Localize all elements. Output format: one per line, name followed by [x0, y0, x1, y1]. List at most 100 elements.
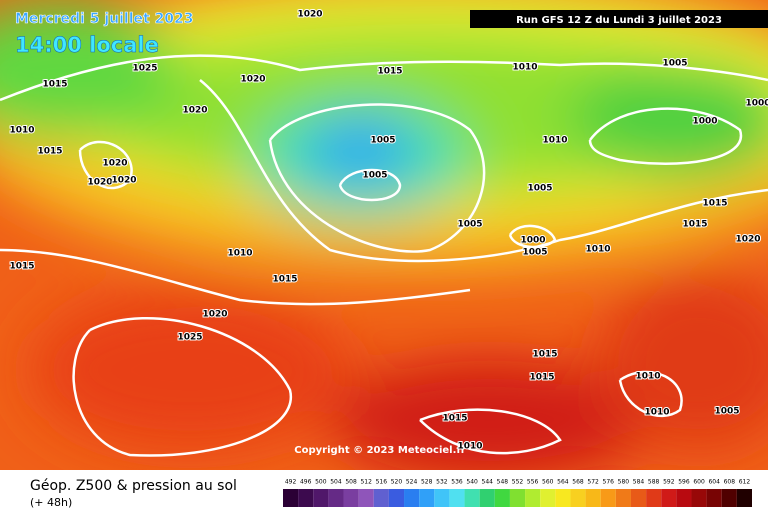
scale-label: 492 [285, 479, 297, 486]
scale-swatch [661, 489, 677, 507]
scale-label: 552 [512, 479, 524, 486]
scale-swatch [388, 489, 405, 507]
isobar-label: 1015 [702, 199, 727, 209]
isobar-label: 1010 [227, 249, 252, 259]
scale-label: 548 [497, 479, 509, 486]
scale-swatch [404, 489, 420, 507]
scale-swatch [570, 489, 586, 507]
scale-label: 596 [678, 479, 690, 486]
isobar-label: 1020 [111, 176, 136, 186]
scale-swatch [328, 489, 344, 507]
scale-swatch [585, 489, 601, 507]
isobar-label: 1010 [585, 245, 610, 255]
map-field: Run GFS 12 Z du Lundi 3 juillet 2023 Mer… [0, 0, 768, 470]
scale-label: 608 [724, 479, 736, 486]
isobar-label: 1000 [520, 236, 545, 246]
isobar-label: 1020 [735, 235, 760, 245]
scale-swatch [298, 489, 314, 507]
scale-label: 520 [391, 479, 403, 486]
scale-label: 604 [708, 479, 720, 486]
run-info: Run GFS 12 Z du Lundi 3 juillet 2023 [516, 15, 722, 26]
scale-label: 612 [739, 479, 751, 486]
scale-label: 496 [300, 479, 312, 486]
scale-label: 532 [436, 479, 448, 486]
isobar-label: 1010 [635, 372, 660, 382]
scale-label: 576 [603, 479, 615, 486]
scale-label: 544 [482, 479, 494, 486]
scale-swatch [706, 489, 722, 507]
run-box [470, 10, 768, 28]
isobar-label: 1025 [177, 333, 202, 343]
scale-swatch [464, 489, 480, 507]
scale-swatch [343, 489, 359, 507]
isobar-label: 1010 [644, 408, 669, 418]
scale-label: 572 [587, 479, 599, 486]
scale-label: 556 [527, 479, 539, 486]
scale-label: 584 [633, 479, 645, 486]
isobar-label: 1005 [527, 184, 552, 194]
isobar-label: 1020 [87, 178, 112, 188]
scale-swatch [691, 489, 707, 507]
scale-swatch [646, 489, 662, 507]
scale-swatch [630, 489, 647, 507]
isobar-label: 1005 [662, 59, 687, 69]
isobar-label: 1005 [362, 171, 387, 181]
scale-label: 524 [406, 479, 418, 486]
scale-swatch [494, 489, 510, 507]
isobar-label: 1010 [457, 442, 482, 452]
isobar-label: 1005 [370, 136, 395, 146]
isobar-label: 1005 [457, 220, 482, 230]
scale-swatch [419, 489, 435, 507]
isobar-label: 1005 [522, 248, 547, 258]
scale-label: 580 [618, 479, 630, 486]
copyright: Copyright © 2023 Meteociel.fr [294, 445, 465, 456]
scale-label: 516 [376, 479, 388, 486]
scale-swatch [358, 489, 374, 507]
scale-label: 560 [542, 479, 554, 486]
isobar-label: 1010 [512, 63, 537, 73]
scale-swatch [373, 489, 389, 507]
scale-label: 500 [315, 479, 327, 486]
isobar-label: 1000 [692, 117, 717, 127]
scale-label: 536 [451, 479, 463, 486]
scale-label: 592 [663, 479, 675, 486]
isobar-label: 1010 [9, 126, 34, 136]
scale-label: 568 [572, 479, 584, 486]
isobar-label: 1015 [529, 373, 554, 383]
isobar-label: 1000 [745, 99, 768, 109]
scale-swatch [676, 489, 692, 507]
scale-swatch [600, 489, 616, 507]
scale-swatch [615, 489, 631, 507]
scale-swatch [555, 489, 571, 507]
scale-label: 588 [648, 479, 660, 486]
isobar-label: 1015 [682, 220, 707, 230]
isobar-label: 1025 [132, 64, 157, 74]
scale-label: 564 [557, 479, 569, 486]
isobar-label: 1015 [9, 262, 34, 272]
scale-swatch [434, 489, 450, 507]
scale-swatch [313, 489, 329, 507]
scale-label: 504 [330, 479, 342, 486]
scale-swatch [721, 489, 737, 507]
isobar-label: 1010 [542, 136, 567, 146]
footer-title: Géop. Z500 & pression au sol [30, 478, 237, 494]
scale-swatch [736, 489, 752, 507]
date-title: Mercredi 5 juillet 2023 [15, 11, 194, 27]
isobar-label: 1015 [37, 147, 62, 157]
isobar-label: 1015 [532, 350, 557, 360]
scale-swatch [283, 489, 299, 507]
isobar-label: 1015 [42, 80, 67, 90]
scale-swatch [479, 489, 495, 507]
isobar-label: 1020 [297, 10, 322, 20]
scale-swatch [525, 489, 541, 507]
time-title: 14:00 locale [15, 33, 159, 57]
isobar-label: 1020 [102, 159, 127, 169]
isobar-label: 1015 [442, 414, 467, 424]
isobar-label: 1015 [377, 67, 402, 77]
isobar-label: 1020 [240, 75, 265, 85]
scale-swatch [540, 489, 556, 507]
scale-label: 540 [466, 479, 478, 486]
footer-subtitle: (+ 48h) [30, 496, 72, 509]
isobar-label: 1020 [202, 310, 227, 320]
